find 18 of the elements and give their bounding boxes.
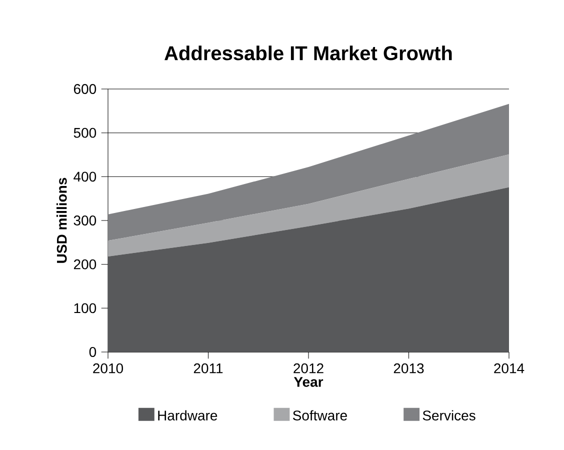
x-tick-label: 2011 bbox=[194, 363, 223, 374]
y-tick-label: 400 bbox=[74, 172, 96, 182]
y-tick-label: 300 bbox=[74, 216, 96, 226]
x-tick-label: 2013 bbox=[394, 363, 424, 374]
y-tick-label: 600 bbox=[74, 84, 96, 94]
x-tick-label: 2012 bbox=[294, 363, 324, 374]
x-tick-label: 2014 bbox=[494, 363, 524, 374]
y-tick-label: 200 bbox=[74, 259, 96, 270]
y-tick-label: 500 bbox=[74, 128, 96, 138]
y-tick-label: 0 bbox=[89, 347, 96, 357]
legend-label: Services bbox=[422, 410, 476, 420]
legend-label: Software bbox=[292, 410, 347, 420]
x-axis-title: Year bbox=[294, 377, 324, 387]
legend-label: Hardware bbox=[158, 410, 218, 420]
chart-title: Addressable IT Market Growth bbox=[164, 46, 452, 60]
y-axis-title: USD millions bbox=[56, 178, 67, 263]
x-tick-label: 2010 bbox=[93, 363, 124, 374]
y-tick-label: 100 bbox=[74, 303, 96, 314]
